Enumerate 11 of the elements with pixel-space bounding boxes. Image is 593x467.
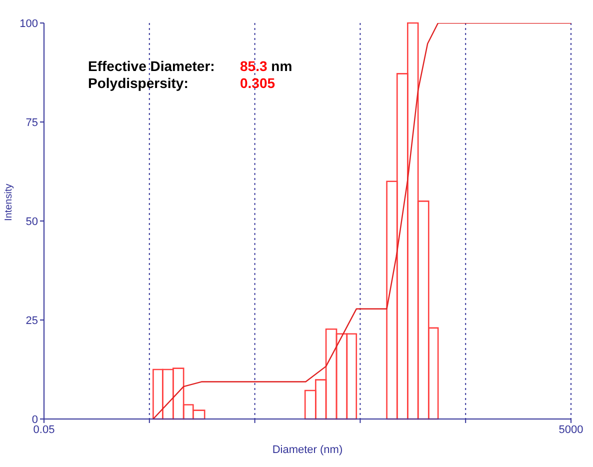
text: Polydispersity: 0.305 [88, 75, 276, 91]
y-tick-label: 75 [26, 116, 38, 129]
y-tick-label: 0 [32, 414, 38, 426]
text: Effective Diameter: 85.3 nm [88, 58, 292, 74]
y-tick-label: 25 [26, 314, 38, 327]
x-axis-title: Diameter (nm) [272, 444, 343, 456]
y-tick-label: 100 [20, 18, 38, 30]
y-axis-title: Intensity [4, 184, 15, 221]
x-tick-label: 5000 [558, 424, 584, 436]
y-tick-label: 50 [26, 216, 38, 228]
x-tick-label: 0.05 [33, 424, 55, 436]
